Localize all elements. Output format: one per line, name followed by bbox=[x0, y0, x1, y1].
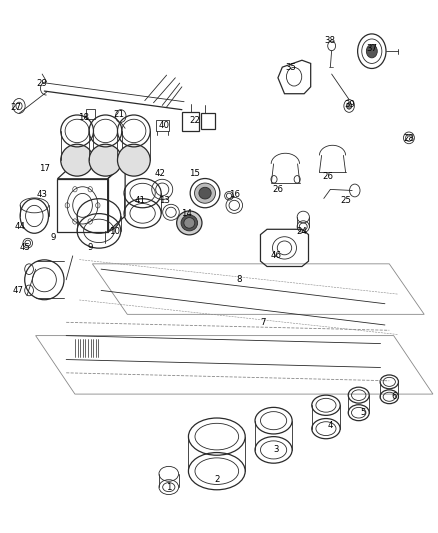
Text: 8: 8 bbox=[236, 275, 241, 284]
Text: 6: 6 bbox=[391, 392, 396, 401]
Text: 26: 26 bbox=[272, 185, 283, 194]
Ellipse shape bbox=[61, 144, 93, 176]
Text: 46: 46 bbox=[270, 252, 281, 260]
Text: 28: 28 bbox=[403, 134, 414, 143]
Text: 37: 37 bbox=[366, 44, 377, 53]
Ellipse shape bbox=[366, 45, 377, 58]
Text: 3: 3 bbox=[273, 446, 279, 455]
Ellipse shape bbox=[184, 217, 195, 228]
Text: 15: 15 bbox=[190, 169, 201, 178]
Text: 26: 26 bbox=[323, 172, 334, 181]
Text: 18: 18 bbox=[78, 113, 89, 122]
Text: 40: 40 bbox=[159, 121, 170, 130]
Text: 7: 7 bbox=[260, 318, 265, 327]
Text: 47: 47 bbox=[13, 286, 24, 295]
Text: 24: 24 bbox=[297, 228, 307, 237]
Text: 5: 5 bbox=[360, 408, 366, 417]
Text: 14: 14 bbox=[181, 209, 192, 218]
Text: 22: 22 bbox=[190, 116, 201, 125]
Ellipse shape bbox=[181, 215, 198, 231]
Text: 2: 2 bbox=[214, 475, 219, 483]
Text: 16: 16 bbox=[229, 190, 240, 199]
Text: 39: 39 bbox=[345, 100, 355, 109]
Ellipse shape bbox=[89, 144, 122, 176]
Text: 17: 17 bbox=[39, 164, 50, 173]
Text: 42: 42 bbox=[155, 169, 166, 178]
Text: 21: 21 bbox=[113, 110, 124, 119]
Text: 1: 1 bbox=[166, 482, 172, 491]
Circle shape bbox=[346, 103, 352, 109]
Text: 29: 29 bbox=[37, 78, 48, 87]
Text: 35: 35 bbox=[286, 63, 297, 71]
Ellipse shape bbox=[117, 144, 150, 176]
Text: 25: 25 bbox=[340, 196, 351, 205]
Ellipse shape bbox=[194, 183, 215, 203]
Text: 38: 38 bbox=[325, 36, 336, 45]
Text: 44: 44 bbox=[15, 222, 26, 231]
Ellipse shape bbox=[177, 211, 202, 235]
Text: 9: 9 bbox=[88, 244, 93, 253]
Text: 43: 43 bbox=[37, 190, 48, 199]
Ellipse shape bbox=[199, 187, 211, 199]
Text: 10: 10 bbox=[109, 228, 120, 237]
Text: 13: 13 bbox=[159, 196, 170, 205]
Text: 27: 27 bbox=[11, 102, 21, 111]
Text: 41: 41 bbox=[135, 196, 146, 205]
Text: 45: 45 bbox=[19, 244, 30, 253]
Text: 9: 9 bbox=[50, 233, 56, 242]
Text: 4: 4 bbox=[328, 422, 333, 431]
